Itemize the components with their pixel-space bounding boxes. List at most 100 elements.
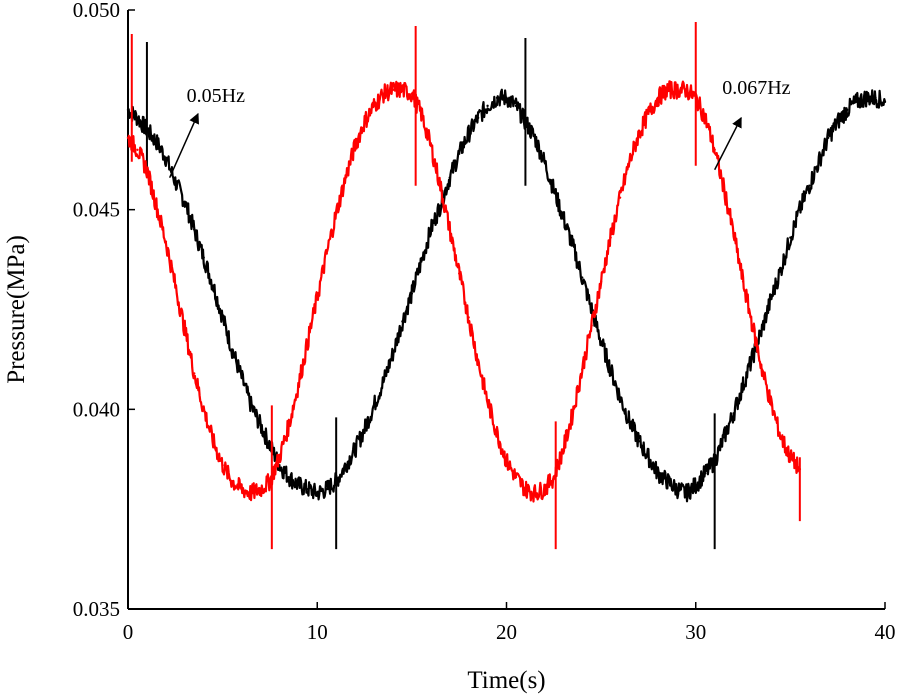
data-point: [193, 372, 196, 375]
data-point: [722, 188, 726, 191]
data-point: [155, 140, 158, 143]
data-point: [505, 460, 508, 463]
data-point: [297, 384, 300, 387]
annotation-arrow: [168, 112, 199, 179]
data-point: [590, 324, 593, 327]
data-point: [486, 400, 489, 403]
data-point: [599, 280, 603, 283]
data-point: [779, 436, 783, 439]
data-point: [514, 104, 518, 108]
x-tick-label: 20: [496, 620, 517, 644]
data-point: [741, 384, 745, 387]
x-axis-title: Time(s): [467, 667, 545, 694]
data-point: [202, 256, 205, 259]
data-point: [439, 204, 442, 207]
data-point: [543, 160, 546, 163]
data-point: [628, 420, 631, 423]
data-point: [164, 240, 168, 243]
data-point: [647, 112, 650, 116]
data-point: [789, 456, 792, 459]
data-point: [666, 88, 669, 92]
data-point: [268, 444, 272, 447]
data-point: [789, 236, 792, 239]
data-point: [325, 252, 328, 255]
series-layer: [126, 21, 887, 550]
data-point: [420, 260, 423, 263]
data-point: [533, 491, 537, 495]
data-point: [363, 120, 366, 124]
data-point: [836, 120, 839, 124]
data-point: [524, 488, 527, 491]
data-point: [685, 88, 688, 92]
data-point: [845, 108, 849, 112]
data-point: [344, 176, 347, 179]
data-point: [259, 488, 262, 491]
data-point: [694, 484, 697, 487]
data-point: [211, 440, 215, 443]
data-point: [486, 104, 489, 108]
data-point: [372, 104, 376, 108]
data-point: [297, 484, 300, 487]
data-point: [448, 176, 451, 179]
data-point: [609, 236, 612, 239]
data-point: [618, 196, 622, 199]
data-point: [495, 432, 499, 435]
data-point: [760, 368, 764, 371]
data-point: [249, 491, 253, 495]
data-point: [316, 296, 319, 299]
axis-ticks: 0 10 20 30 40 0.035 0.040 0.045 0.050: [73, 0, 896, 644]
data-point: [164, 156, 168, 159]
data-point: [581, 368, 584, 371]
data-point: [675, 488, 679, 491]
data-point: [656, 96, 660, 100]
data-point: [562, 448, 565, 451]
data-point: [533, 136, 537, 139]
data-point: [306, 488, 309, 491]
data-point: [202, 408, 205, 411]
data-point: [817, 160, 820, 163]
x-tick-label: 30: [685, 620, 706, 644]
data-point: [476, 116, 480, 120]
data-point: [401, 320, 404, 323]
data-point: [675, 88, 679, 92]
data-point: [808, 184, 811, 187]
data-point: [656, 472, 660, 475]
y-tick-label: 0.045: [73, 198, 120, 222]
data-point: [732, 232, 735, 235]
data-point: [457, 272, 461, 275]
data-point: [467, 132, 470, 135]
data-point: [287, 424, 291, 427]
data-point: [174, 284, 177, 287]
data-point: [249, 404, 253, 407]
data-point: [353, 144, 357, 147]
data-point: [221, 464, 224, 467]
data-point: [495, 96, 499, 100]
data-point: [514, 476, 518, 479]
data-point: [420, 112, 423, 116]
data-point: [183, 200, 186, 203]
data-point: [628, 160, 631, 163]
data-point: [562, 216, 565, 219]
data-point: [391, 88, 395, 92]
data-point: [543, 488, 546, 491]
data-point: [883, 100, 887, 104]
data-point: [259, 424, 262, 427]
data-point: [363, 428, 366, 431]
annotation-arrow: [714, 116, 742, 171]
data-point: [457, 152, 461, 155]
data-point: [410, 292, 414, 295]
x-tick-label: 0: [123, 620, 134, 644]
data-point: [410, 92, 414, 96]
series-line: [127, 88, 887, 503]
data-point: [183, 328, 186, 331]
data-point: [278, 456, 281, 459]
data-point: [145, 168, 149, 171]
data-point: [505, 96, 508, 100]
data-point: [230, 348, 234, 351]
data-point: [334, 212, 338, 215]
data-point: [722, 436, 726, 439]
data-point: [136, 116, 139, 120]
y-tick-label: 0.050: [73, 0, 120, 22]
data-point: [467, 316, 470, 319]
